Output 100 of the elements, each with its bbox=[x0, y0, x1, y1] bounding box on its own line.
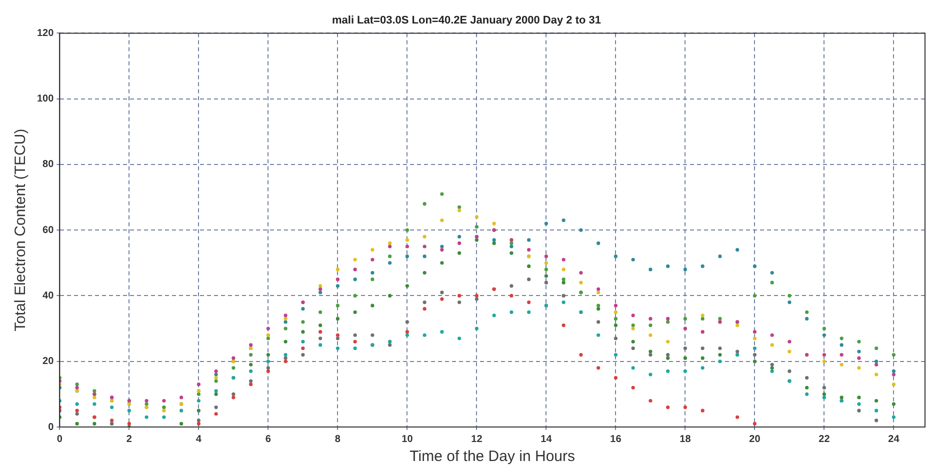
point bbox=[336, 316, 340, 321]
x-tick-label: 20 bbox=[749, 434, 761, 445]
point bbox=[788, 340, 792, 344]
point bbox=[892, 382, 896, 386]
point bbox=[544, 268, 548, 272]
point bbox=[440, 297, 444, 301]
point bbox=[788, 300, 792, 304]
point bbox=[788, 294, 792, 298]
point bbox=[162, 408, 166, 412]
point bbox=[562, 294, 566, 298]
point bbox=[336, 346, 340, 350]
point bbox=[196, 398, 200, 403]
point bbox=[440, 330, 444, 334]
point bbox=[736, 248, 740, 252]
point bbox=[700, 330, 704, 334]
point bbox=[353, 294, 357, 298]
point bbox=[527, 238, 531, 242]
point bbox=[249, 353, 253, 357]
point bbox=[75, 402, 79, 406]
point bbox=[405, 254, 409, 258]
point bbox=[562, 268, 566, 272]
point bbox=[370, 248, 374, 252]
point bbox=[840, 343, 844, 347]
point bbox=[579, 270, 583, 275]
point bbox=[666, 369, 670, 374]
point bbox=[614, 336, 618, 340]
point bbox=[458, 208, 462, 212]
point bbox=[596, 333, 600, 337]
point bbox=[422, 254, 426, 258]
point bbox=[683, 356, 688, 360]
point bbox=[579, 353, 583, 357]
point bbox=[405, 320, 409, 324]
point bbox=[683, 369, 688, 374]
point bbox=[822, 353, 826, 357]
point bbox=[422, 234, 426, 238]
point bbox=[527, 310, 531, 314]
y-tick-label: 0 bbox=[48, 422, 54, 433]
point bbox=[353, 340, 357, 344]
point bbox=[75, 412, 79, 416]
point bbox=[492, 238, 496, 242]
point bbox=[458, 251, 462, 255]
point bbox=[284, 326, 288, 330]
point bbox=[805, 376, 809, 380]
point bbox=[892, 415, 896, 419]
point bbox=[353, 333, 357, 337]
point bbox=[614, 376, 618, 380]
y-tick-label: 100 bbox=[36, 94, 54, 105]
x-tick-label: 2 bbox=[126, 434, 132, 445]
point bbox=[75, 408, 79, 412]
point bbox=[353, 258, 357, 262]
point bbox=[822, 386, 826, 390]
point bbox=[92, 396, 96, 400]
point bbox=[544, 274, 548, 278]
point bbox=[666, 356, 670, 360]
point bbox=[631, 366, 635, 370]
point bbox=[718, 360, 722, 364]
point bbox=[752, 422, 757, 426]
point bbox=[474, 238, 479, 242]
point bbox=[284, 314, 288, 318]
point bbox=[770, 369, 774, 374]
point bbox=[700, 346, 704, 350]
point bbox=[596, 304, 600, 308]
point bbox=[718, 316, 722, 321]
x-tick-label: 18 bbox=[680, 434, 692, 445]
point bbox=[144, 415, 148, 419]
point bbox=[805, 386, 809, 390]
point bbox=[648, 372, 652, 376]
point bbox=[752, 294, 757, 298]
point bbox=[892, 353, 896, 357]
point bbox=[666, 264, 670, 268]
point bbox=[422, 244, 426, 248]
point bbox=[822, 360, 826, 364]
point bbox=[458, 294, 462, 298]
point bbox=[458, 241, 462, 246]
point bbox=[440, 244, 444, 248]
point bbox=[232, 392, 236, 396]
point bbox=[666, 353, 670, 357]
point bbox=[631, 346, 635, 350]
point bbox=[232, 396, 236, 400]
point bbox=[562, 280, 566, 284]
point bbox=[440, 192, 444, 196]
point bbox=[232, 356, 236, 360]
point bbox=[266, 366, 270, 370]
chart-title: mali Lat=03.0S Lon=40.2E January 2000 Day 2 to 31 bbox=[332, 14, 602, 27]
point bbox=[318, 290, 322, 294]
point bbox=[492, 314, 496, 318]
point bbox=[492, 241, 496, 246]
point bbox=[458, 336, 462, 340]
point bbox=[631, 314, 635, 318]
point bbox=[405, 330, 409, 334]
point bbox=[770, 343, 774, 347]
x-tick-label: 16 bbox=[610, 434, 622, 445]
point bbox=[196, 392, 200, 396]
point bbox=[422, 307, 426, 311]
point bbox=[284, 356, 288, 360]
point bbox=[405, 284, 409, 288]
point bbox=[544, 254, 548, 258]
point bbox=[180, 422, 184, 426]
point bbox=[666, 316, 670, 321]
point bbox=[196, 422, 200, 426]
